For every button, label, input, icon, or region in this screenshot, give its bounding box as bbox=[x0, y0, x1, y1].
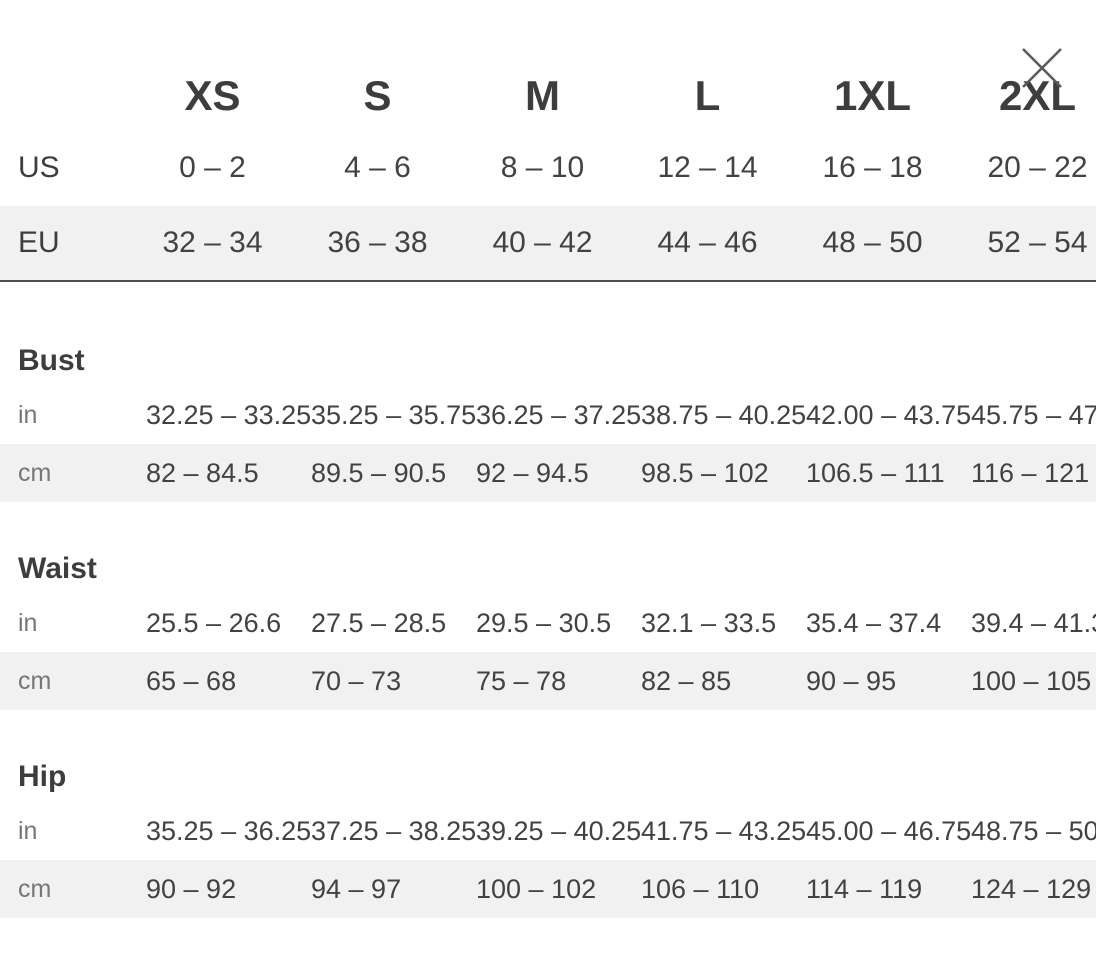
waist-cm-xs: 65 – 68 bbox=[146, 665, 237, 696]
waist-cm-m: 75 – 78 bbox=[476, 665, 567, 696]
section-bust: Bust in 32.25 – 33.25 35.25 – 35.75 36.2… bbox=[0, 336, 1096, 502]
section-title-row: Waist bbox=[0, 544, 1096, 594]
size-label-m: M bbox=[525, 72, 560, 119]
measurement-row-waist-in: in 25.5 – 26.6 27.5 – 28.5 29.5 – 30.5 3… bbox=[0, 594, 1096, 652]
measurement-row-waist-cm: cm 65 – 68 70 – 73 75 – 78 82 – 85 90 – … bbox=[0, 652, 1096, 710]
us-value-l: 12 – 14 bbox=[657, 151, 758, 184]
waist-in-xs: 25.5 – 26.6 bbox=[146, 607, 282, 638]
hip-in-xs: 35.25 – 36.25 bbox=[146, 815, 312, 846]
section-title-row: Bust bbox=[0, 336, 1096, 386]
unit-label-cm: cm bbox=[18, 458, 52, 487]
us-value-xs: 0 – 2 bbox=[179, 151, 246, 184]
size-label-l: L bbox=[694, 72, 721, 119]
measurement-row-bust-in: in 32.25 – 33.25 35.25 – 35.75 36.25 – 3… bbox=[0, 386, 1096, 444]
hip-cm-2xl: 124 – 129 bbox=[971, 873, 1092, 904]
close-button[interactable] bbox=[1016, 44, 1068, 92]
hip-cm-xs: 90 – 92 bbox=[146, 873, 237, 904]
conversion-row-us: US 0 – 2 4 – 6 8 – 10 12 – 14 16 – 18 20… bbox=[0, 130, 1096, 206]
bust-cm-1xl: 106.5 – 111 bbox=[806, 457, 945, 488]
waist-cm-2xl: 100 – 105 bbox=[971, 665, 1092, 696]
eu-value-m: 40 – 42 bbox=[492, 226, 593, 259]
hip-in-m: 39.25 – 40.25 bbox=[476, 815, 642, 846]
close-icon bbox=[1019, 47, 1065, 89]
measurement-row-hip-cm: cm 90 – 92 94 – 97 100 – 102 106 – 110 1… bbox=[0, 860, 1096, 918]
section-title-row: Hip bbox=[0, 752, 1096, 802]
conversion-row-eu: EU 32 – 34 36 – 38 40 – 42 44 – 46 48 – … bbox=[0, 206, 1096, 282]
measurement-row-bust-cm: cm 82 – 84.5 89.5 – 90.5 92 – 94.5 98.5 … bbox=[0, 444, 1096, 502]
hip-in-1xl: 45.00 – 46.75 bbox=[806, 815, 972, 846]
unit-label-cm: cm bbox=[18, 666, 52, 695]
size-label-xs: XS bbox=[184, 72, 241, 119]
size-header-row: XS S M L 1XL 2XL bbox=[0, 62, 1096, 130]
hip-cm-s: 94 – 97 bbox=[311, 873, 402, 904]
section-hip: Hip in 35.25 – 36.25 37.25 – 38.25 39.25… bbox=[0, 752, 1096, 918]
waist-in-2xl: 39.4 – 41.3 bbox=[971, 607, 1096, 638]
size-label-s: S bbox=[363, 72, 392, 119]
hip-in-l: 41.75 – 43.25 bbox=[641, 815, 807, 846]
hip-cm-m: 100 – 102 bbox=[476, 873, 597, 904]
size-label-1xl: 1XL bbox=[833, 72, 912, 119]
us-value-2xl: 20 – 22 bbox=[987, 151, 1088, 184]
bust-in-s: 35.25 – 35.75 bbox=[311, 399, 477, 430]
bust-cm-xs: 82 – 84.5 bbox=[146, 457, 259, 488]
bust-cm-l: 98.5 – 102 bbox=[641, 457, 769, 488]
bust-in-2xl: 45.75 – 47.75 bbox=[971, 399, 1096, 430]
section-title-bust: Bust bbox=[18, 344, 85, 377]
section-waist: Waist in 25.5 – 26.6 27.5 – 28.5 29.5 – … bbox=[0, 544, 1096, 710]
hip-in-s: 37.25 – 38.25 bbox=[311, 815, 477, 846]
unit-label-in: in bbox=[18, 816, 38, 845]
bust-in-1xl: 42.00 – 43.75 bbox=[806, 399, 972, 430]
row-label-us: US bbox=[18, 151, 60, 184]
waist-in-l: 32.1 – 33.5 bbox=[641, 607, 777, 638]
eu-value-xs: 32 – 34 bbox=[162, 226, 263, 259]
section-title-waist: Waist bbox=[18, 552, 97, 585]
section-title-hip: Hip bbox=[18, 760, 67, 793]
bust-in-l: 38.75 – 40.25 bbox=[641, 399, 807, 430]
waist-in-1xl: 35.4 – 37.4 bbox=[806, 607, 942, 638]
bust-cm-m: 92 – 94.5 bbox=[476, 457, 589, 488]
waist-cm-s: 70 – 73 bbox=[311, 665, 402, 696]
hip-cm-1xl: 114 – 119 bbox=[806, 873, 923, 904]
size-label-2xl: 2XL bbox=[998, 72, 1077, 119]
bust-cm-2xl: 116 – 121 bbox=[971, 457, 1090, 488]
bust-cm-s: 89.5 – 90.5 bbox=[311, 457, 447, 488]
bust-in-m: 36.25 – 37.25 bbox=[476, 399, 642, 430]
eu-value-s: 36 – 38 bbox=[327, 226, 428, 259]
measurement-row-hip-in: in 35.25 – 36.25 37.25 – 38.25 39.25 – 4… bbox=[0, 802, 1096, 860]
eu-value-1xl: 48 – 50 bbox=[822, 226, 923, 259]
hip-cm-l: 106 – 110 bbox=[641, 873, 760, 904]
waist-in-m: 29.5 – 30.5 bbox=[476, 607, 612, 638]
eu-value-2xl: 52 – 54 bbox=[987, 226, 1088, 259]
us-value-1xl: 16 – 18 bbox=[822, 151, 923, 184]
row-label-eu: EU bbox=[18, 226, 60, 259]
eu-value-l: 44 – 46 bbox=[657, 226, 758, 259]
unit-label-in: in bbox=[18, 608, 38, 637]
us-value-m: 8 – 10 bbox=[500, 151, 585, 184]
bust-in-xs: 32.25 – 33.25 bbox=[146, 399, 312, 430]
waist-in-s: 27.5 – 28.5 bbox=[311, 607, 447, 638]
us-value-s: 4 – 6 bbox=[344, 151, 411, 184]
waist-cm-1xl: 90 – 95 bbox=[806, 665, 897, 696]
unit-label-in: in bbox=[18, 400, 38, 429]
hip-in-2xl: 48.75 – 50.75 bbox=[971, 815, 1096, 846]
unit-label-cm: cm bbox=[18, 874, 52, 903]
waist-cm-l: 82 – 85 bbox=[641, 665, 732, 696]
